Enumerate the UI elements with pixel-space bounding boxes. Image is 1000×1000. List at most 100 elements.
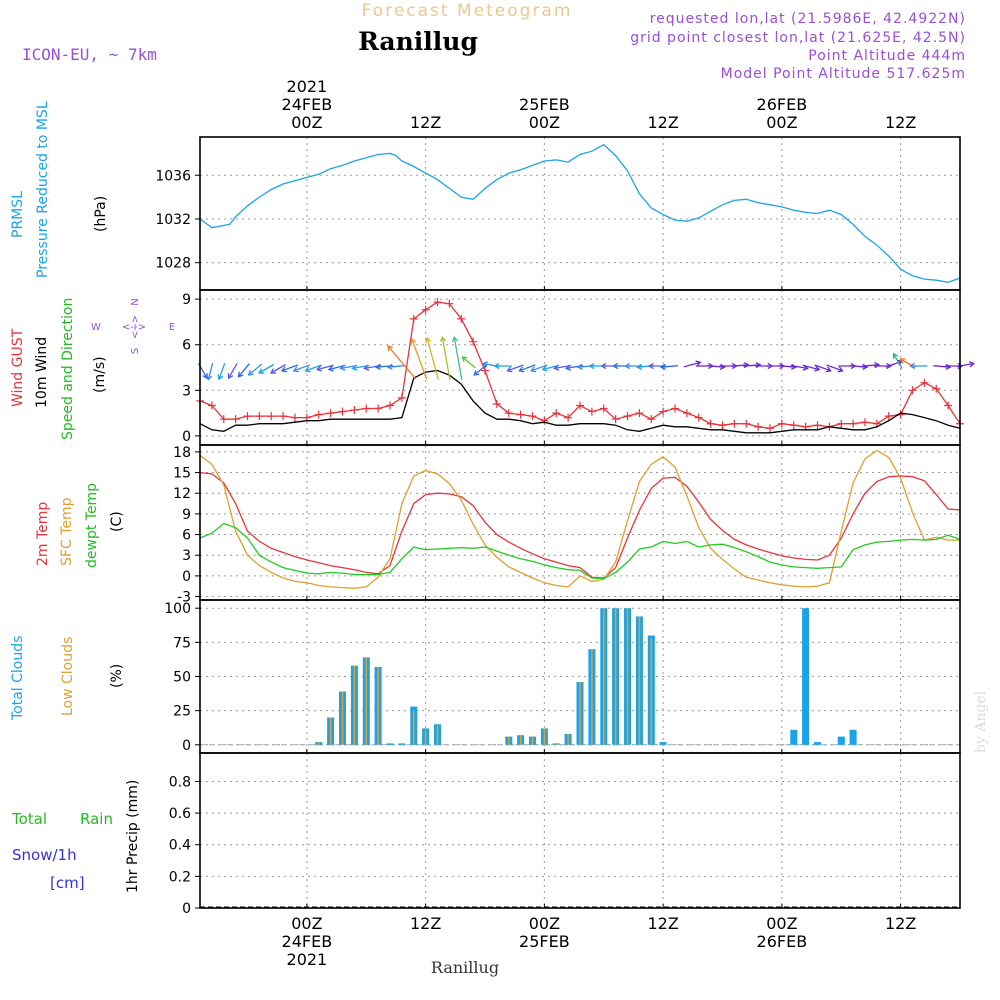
gust-marker <box>492 399 501 408</box>
gust-marker <box>813 421 822 430</box>
low-cloud-bar <box>329 717 332 745</box>
gust-marker <box>908 386 917 395</box>
y-tick-label: 100 <box>164 601 191 617</box>
gust-marker <box>599 404 608 413</box>
wind-direction-arrow <box>507 364 524 372</box>
gust-marker <box>409 314 418 323</box>
y-tick-label: -3 <box>177 590 191 606</box>
top-axis-hour: 12Z <box>410 113 441 132</box>
wind-direction-arrow <box>461 356 476 369</box>
wind-arrow-head <box>247 370 254 376</box>
pressure-panel: 1028 1032 1036 <box>155 136 961 291</box>
top-axis-date: 26FEB <box>757 95 808 114</box>
gust-marker <box>540 416 549 425</box>
wind-arrow-head <box>874 361 881 369</box>
wind-direction-arrow <box>281 364 299 372</box>
wind-gust-label: Wind GUST <box>10 328 26 407</box>
low-cloud-bar <box>603 608 605 745</box>
gust-marker <box>789 421 798 430</box>
bottom-axis-date: 26FEB <box>757 932 808 951</box>
wind-arrow-head <box>206 374 213 381</box>
y-tick-label: 3 <box>182 383 191 399</box>
total-cloud-bar <box>398 743 406 745</box>
gust-marker <box>766 424 774 433</box>
wind-arrow-head <box>237 371 244 378</box>
model-label: ICON-EU, ~ 7km <box>22 45 157 64</box>
gust-marker <box>920 378 929 387</box>
wind-direction-arrow <box>683 361 701 368</box>
gust-marker <box>623 412 632 421</box>
gust-marker <box>706 419 715 428</box>
gust-marker <box>932 384 941 393</box>
wind-direction-arrow <box>826 364 843 372</box>
wind-direction-arrow <box>519 364 536 372</box>
gust-marker <box>837 419 846 428</box>
low-cloud-bar <box>507 736 510 745</box>
wind-direction-arrow <box>316 364 334 371</box>
gust-marker <box>647 415 656 424</box>
top-axis-date: 24FEB <box>282 95 333 114</box>
wind-arrow-head <box>837 366 844 373</box>
wind-arrow-head <box>292 366 299 373</box>
wind-arrow-head <box>451 335 459 343</box>
bottom-axis-hour: 12Z <box>410 914 441 933</box>
wind-direction-arrow <box>933 365 951 368</box>
y-tick-label: 1032 <box>155 212 191 228</box>
dewpt-temp-label: dewpt Temp <box>84 483 100 568</box>
y-tick-label: 0.8 <box>169 774 191 790</box>
wind-arrow-head <box>886 362 893 370</box>
wind-direction-arrow <box>228 363 238 379</box>
snow-label: Snow/1h <box>12 846 77 864</box>
total-label: Total <box>11 810 47 828</box>
wind-arrow-head <box>825 366 832 373</box>
low-cloud-bar <box>519 735 522 745</box>
product-title: Forecast Meteogram <box>362 1 573 21</box>
low-cloud-bar <box>591 649 593 745</box>
wind-arrow-head <box>269 368 277 374</box>
wind-arrow-head <box>647 362 654 370</box>
wind-direction-arrow <box>218 362 226 380</box>
gust-marker <box>552 409 561 418</box>
gust-marker <box>777 419 786 428</box>
gust-marker <box>338 407 347 416</box>
wind-arrow-head <box>258 368 265 374</box>
wind-arrow-head <box>791 363 798 370</box>
total-cloud-bar <box>790 729 798 745</box>
series-line-dewpt-temp <box>199 522 961 580</box>
grid-point-coordinates: grid point closest lon,lat (21.625E, 42.… <box>630 30 966 46</box>
gust-marker <box>267 412 276 421</box>
gust-marker <box>682 409 691 418</box>
top-axis-hour: 12Z <box>647 113 678 132</box>
low-cloud-bar <box>579 682 581 745</box>
precip-frame <box>199 752 961 909</box>
pressure-frame <box>199 136 961 291</box>
series-line-10m-wind <box>199 369 961 434</box>
wind-direction-arrow <box>293 364 310 372</box>
gust-marker <box>516 410 525 419</box>
wind-arrow-head <box>386 363 393 370</box>
low-cloud-bar <box>341 691 344 745</box>
gust-marker <box>730 419 739 428</box>
wind-arrow-head <box>518 366 525 373</box>
wind-direction-arrow <box>778 365 796 368</box>
series-line-2m-temp <box>199 471 961 579</box>
wind-arrow-head <box>481 361 488 368</box>
wind-direction-arrow <box>661 365 679 368</box>
gust-marker <box>671 404 679 413</box>
compass-north: N <box>130 298 141 305</box>
temp-unit-label: (C) <box>109 511 125 532</box>
low-cloud-bar <box>353 665 356 745</box>
low-cloud-bar <box>555 743 558 745</box>
total-cloud-bar <box>849 729 857 745</box>
footer-location: Ranillug <box>431 958 499 977</box>
wind-labels: Wind GUST 10m Wind Speed and Direction (… <box>10 298 175 440</box>
temperature-panel: -3 0 3 6 9 12 15 18 <box>173 444 961 606</box>
gust-marker <box>528 412 537 421</box>
gust-marker <box>314 410 323 419</box>
compass-ew-arrow: <--> <box>122 322 146 333</box>
wind-direction-arrow <box>707 365 725 368</box>
y-tick-label: 18 <box>173 445 191 461</box>
gust-marker <box>944 401 953 410</box>
bottom-axis-date: 25FEB <box>519 932 570 951</box>
